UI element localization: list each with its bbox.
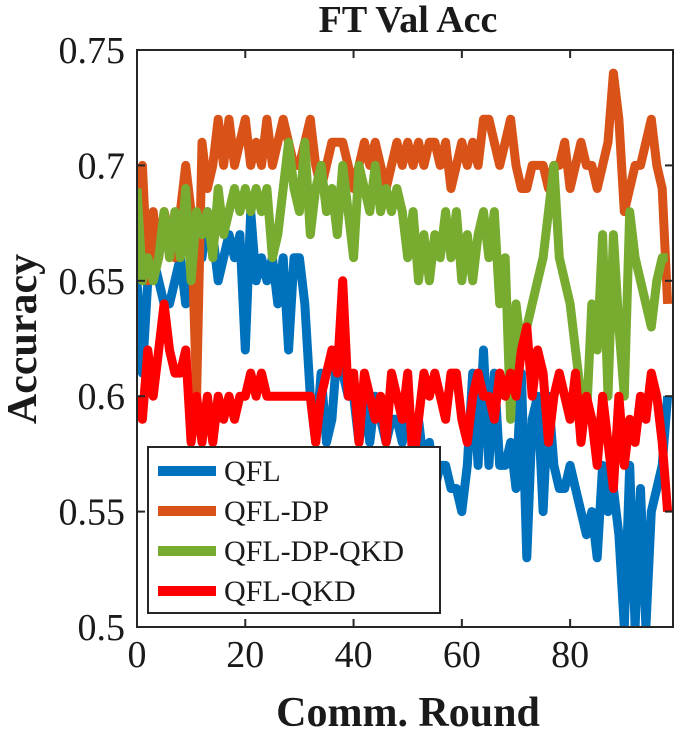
y-tick-label: 0.7 (78, 145, 126, 187)
legend-label: QFL-QKD (224, 575, 356, 608)
y-ticks: 0.5 0.55 0.6 0.65 0.7 0.75 (59, 30, 673, 649)
chart-title: FT Val Acc (319, 0, 498, 41)
x-axis-label: Comm. Round (276, 690, 540, 731)
legend-label: QFL-DP (224, 495, 329, 528)
x-ticks: 0 20 40 60 80 (128, 50, 589, 676)
y-tick-label: 0.65 (59, 261, 126, 303)
x-tick-label: 0 (128, 634, 147, 676)
series-line-qfl (137, 207, 673, 627)
legend-label: QFL-DP-QKD (224, 535, 404, 568)
legend-items: QFL QFL-DP QFL-DP-QKD QFL-QKD (158, 455, 404, 608)
series-line-qfl-dp (137, 68, 673, 401)
y-tick-label: 0.5 (78, 607, 126, 649)
y-tick-label: 0.6 (78, 376, 126, 418)
y-tick-label: 0.75 (59, 30, 126, 72)
x-tick-label: 80 (551, 634, 589, 676)
series-line-qfl-qkd (137, 276, 673, 512)
x-tick-label: 40 (335, 634, 373, 676)
y-tick-label: 0.55 (59, 492, 126, 534)
legend: QFL QFL-DP QFL-DP-QKD QFL-QKD (147, 446, 441, 614)
y-axis-label: Accuracy (0, 254, 46, 424)
x-tick-label: 60 (443, 634, 481, 676)
plot-frame (136, 49, 674, 628)
x-tick-label: 20 (226, 634, 264, 676)
legend-label: QFL (224, 455, 281, 488)
series-layer (137, 68, 673, 627)
